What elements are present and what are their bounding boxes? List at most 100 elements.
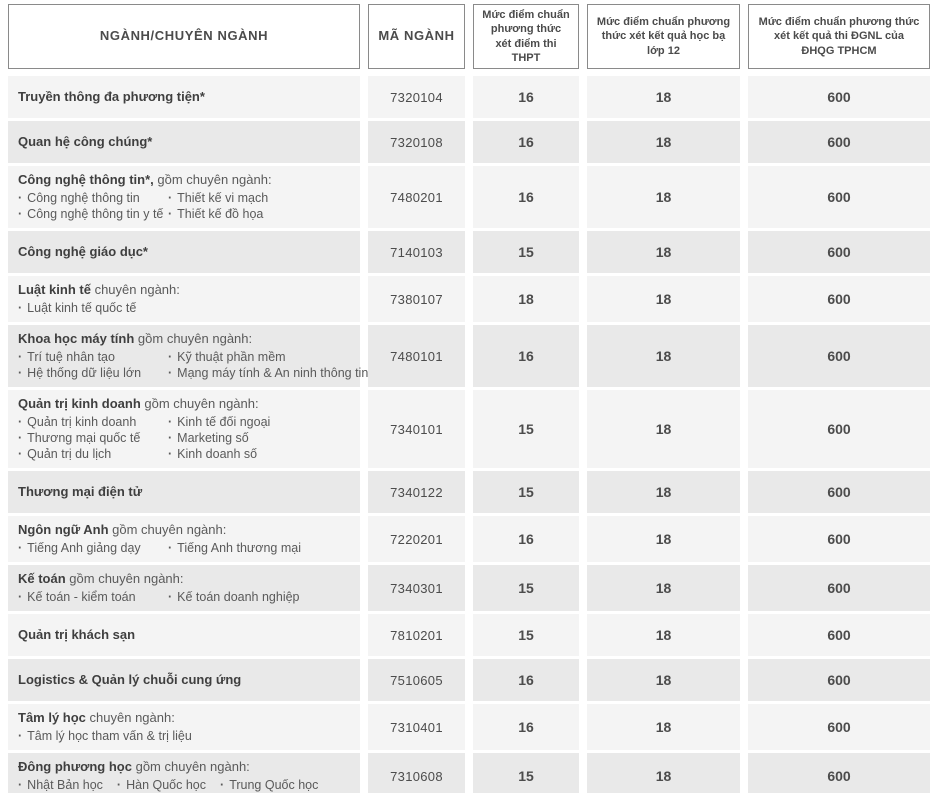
dgnl-score-cell: 600 bbox=[748, 121, 930, 164]
table-row: Logistics & Quản lý chuỗi cung ứng 75106… bbox=[8, 659, 930, 702]
table-row: Quản trị khách sạn 7810201 15 18 600 bbox=[8, 614, 930, 657]
specialization-line: Quản trị du lịchKinh doanh số bbox=[18, 446, 270, 462]
specialization-line: Thương mại quốc tếMarketing số bbox=[18, 430, 270, 446]
specialization-item: Thiết kế vi mạch bbox=[168, 190, 268, 206]
major-note: gồm chuyên ngành: bbox=[157, 172, 272, 188]
header-nganh: NGÀNH/CHUYÊN NGÀNH bbox=[8, 4, 360, 70]
major-code-cell: 7340101 bbox=[368, 390, 465, 469]
dgnl-score-cell: 600 bbox=[748, 166, 930, 229]
specialization-list: Công nghệ thông tinThiết kế vi mạchCông … bbox=[18, 190, 268, 222]
table-row: Thương mại điện tử 7340122 15 18 600 bbox=[8, 471, 930, 514]
major-note: gồm chuyên ngành: bbox=[135, 759, 250, 775]
major-title: Công nghệ giáo dục* bbox=[18, 244, 148, 260]
dgnl-score-cell: 600 bbox=[748, 659, 930, 702]
dgnl-score-cell: 600 bbox=[748, 325, 930, 388]
major-name: Truyền thông đa phương tiện* bbox=[18, 89, 205, 105]
specialization-list: Tâm lý học tham vấn & trị liệu bbox=[18, 728, 192, 744]
major-cell: Luật kinh tế chuyên ngành: Luật kinh tế … bbox=[8, 276, 360, 323]
major-note: chuyên ngành: bbox=[94, 282, 180, 298]
thpt-score-cell: 15 bbox=[473, 390, 579, 469]
major-name: Kế toán bbox=[18, 571, 66, 587]
hocba-score-cell: 18 bbox=[587, 753, 740, 793]
major-name: Công nghệ thông tin*, bbox=[18, 172, 154, 188]
specialization-item: Hệ thống dữ liệu lớn bbox=[18, 365, 168, 381]
table-row: Ngôn ngữ Anh gồm chuyên ngành: Tiếng Anh… bbox=[8, 516, 930, 563]
table-row: Quan hệ công chúng* 7320108 16 18 600 bbox=[8, 121, 930, 164]
hocba-score-cell: 18 bbox=[587, 231, 740, 274]
specialization-list: Tiếng Anh giảng dạyTiếng Anh thương mại bbox=[18, 540, 301, 556]
major-code-cell: 7810201 bbox=[368, 614, 465, 657]
major-name: Ngôn ngữ Anh bbox=[18, 522, 109, 538]
hocba-score-cell: 18 bbox=[587, 76, 740, 119]
table-row: Luật kinh tế chuyên ngành: Luật kinh tế … bbox=[8, 276, 930, 323]
major-code-cell: 7480201 bbox=[368, 166, 465, 229]
major-name: Logistics & Quản lý chuỗi cung ứng bbox=[18, 672, 242, 688]
major-title: Khoa học máy tính gồm chuyên ngành: bbox=[18, 331, 252, 347]
dgnl-score-cell: 600 bbox=[748, 76, 930, 119]
hocba-score-cell: 18 bbox=[587, 565, 740, 612]
dgnl-score-cell: 600 bbox=[748, 390, 930, 469]
major-title: Ngôn ngữ Anh gồm chuyên ngành: bbox=[18, 522, 226, 538]
thpt-score-cell: 15 bbox=[473, 614, 579, 657]
specialization-list: Kế toán - kiểm toánKế toán doanh nghiệp bbox=[18, 589, 299, 605]
specialization-item: Quản trị du lịch bbox=[18, 446, 168, 462]
major-code-cell: 7380107 bbox=[368, 276, 465, 323]
table-row: Đông phương học gồm chuyên ngành: Nhật B… bbox=[8, 753, 930, 793]
dgnl-score-cell: 600 bbox=[748, 231, 930, 274]
major-title: Quan hệ công chúng* bbox=[18, 134, 152, 150]
specialization-list: Luật kinh tế quốc tế bbox=[18, 300, 136, 316]
table-row: Khoa học máy tính gồm chuyên ngành: Trí … bbox=[8, 325, 930, 388]
table-row: Quản trị kinh doanh gồm chuyên ngành: Qu… bbox=[8, 390, 930, 469]
major-title: Tâm lý học chuyên ngành: bbox=[18, 710, 175, 726]
specialization-item: Trí tuệ nhân tạo bbox=[18, 349, 168, 365]
major-title: Luật kinh tế chuyên ngành: bbox=[18, 282, 180, 298]
major-title: Đông phương học gồm chuyên ngành: bbox=[18, 759, 250, 775]
major-code-cell: 7320104 bbox=[368, 76, 465, 119]
specialization-item: Thương mại quốc tế bbox=[18, 430, 168, 446]
major-name: Khoa học máy tính bbox=[18, 331, 135, 347]
major-title: Quản trị khách sạn bbox=[18, 627, 135, 643]
specialization-line: Hệ thống dữ liệu lớnMạng máy tính & An n… bbox=[18, 365, 368, 381]
dgnl-score-cell: 600 bbox=[748, 704, 930, 751]
specialization-item: Kinh doanh số bbox=[168, 446, 257, 462]
table-row: Truyền thông đa phương tiện* 7320104 16 … bbox=[8, 76, 930, 119]
specialization-item: Hàn Quốc học bbox=[117, 777, 206, 793]
specialization-item: Luật kinh tế quốc tế bbox=[18, 300, 136, 316]
specialization-item: Tiếng Anh thương mại bbox=[168, 540, 301, 556]
thpt-score-cell: 15 bbox=[473, 753, 579, 793]
thpt-score-cell: 15 bbox=[473, 471, 579, 514]
major-code-cell: 7340122 bbox=[368, 471, 465, 514]
major-code-cell: 7480101 bbox=[368, 325, 465, 388]
header-diem-dgnl: Mức điểm chuẩn phương thức xét kết quả t… bbox=[748, 4, 930, 70]
major-cell: Truyền thông đa phương tiện* bbox=[8, 76, 360, 119]
header-ma-nganh: MÃ NGÀNH bbox=[368, 4, 465, 70]
major-cell: Quan hệ công chúng* bbox=[8, 121, 360, 164]
major-code-cell: 7310608 bbox=[368, 753, 465, 793]
dgnl-score-cell: 600 bbox=[748, 614, 930, 657]
major-title: Kế toán gồm chuyên ngành: bbox=[18, 571, 184, 587]
table-row: Công nghệ giáo dục* 7140103 15 18 600 bbox=[8, 231, 930, 274]
major-cell: Ngôn ngữ Anh gồm chuyên ngành: Tiếng Anh… bbox=[8, 516, 360, 563]
major-name: Đông phương học bbox=[18, 759, 132, 775]
dgnl-score-cell: 600 bbox=[748, 276, 930, 323]
specialization-item: Marketing số bbox=[168, 430, 249, 446]
major-code-cell: 7320108 bbox=[368, 121, 465, 164]
header-diem-thpt: Mức điểm chuẩn phương thức xét điểm thi … bbox=[473, 4, 579, 70]
hocba-score-cell: 18 bbox=[587, 516, 740, 563]
dgnl-score-cell: 600 bbox=[748, 565, 930, 612]
specialization-line: Quản trị kinh doanhKinh tế đối ngoại bbox=[18, 414, 270, 430]
thpt-score-cell: 15 bbox=[473, 565, 579, 612]
specialization-item: Quản trị kinh doanh bbox=[18, 414, 168, 430]
specialization-item: Thiết kế đồ họa bbox=[168, 206, 263, 222]
hocba-score-cell: 18 bbox=[587, 276, 740, 323]
specialization-item: Kỹ thuật phần mềm bbox=[168, 349, 285, 365]
specialization-item: Tâm lý học tham vấn & trị liệu bbox=[18, 728, 192, 744]
major-code-cell: 7310401 bbox=[368, 704, 465, 751]
specialization-item: Công nghệ thông tin bbox=[18, 190, 168, 206]
hocba-score-cell: 18 bbox=[587, 659, 740, 702]
major-code-cell: 7340301 bbox=[368, 565, 465, 612]
hocba-score-cell: 18 bbox=[587, 121, 740, 164]
thpt-score-cell: 16 bbox=[473, 516, 579, 563]
specialization-line: Tâm lý học tham vấn & trị liệu bbox=[18, 728, 192, 744]
